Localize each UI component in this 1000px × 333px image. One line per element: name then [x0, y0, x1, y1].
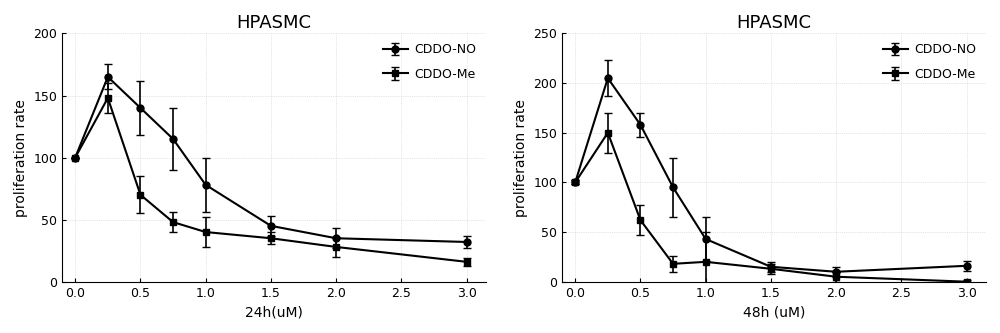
- Y-axis label: proliferation rate: proliferation rate: [514, 99, 528, 216]
- Y-axis label: proliferation rate: proliferation rate: [14, 99, 28, 216]
- Title: HPASMC: HPASMC: [737, 14, 812, 32]
- X-axis label: 48h (uM): 48h (uM): [743, 305, 805, 319]
- X-axis label: 24h(uM): 24h(uM): [245, 305, 303, 319]
- Legend: CDDO-NO, CDDO-Me: CDDO-NO, CDDO-Me: [379, 40, 480, 85]
- Legend: CDDO-NO, CDDO-Me: CDDO-NO, CDDO-Me: [879, 40, 980, 85]
- Title: HPASMC: HPASMC: [237, 14, 312, 32]
